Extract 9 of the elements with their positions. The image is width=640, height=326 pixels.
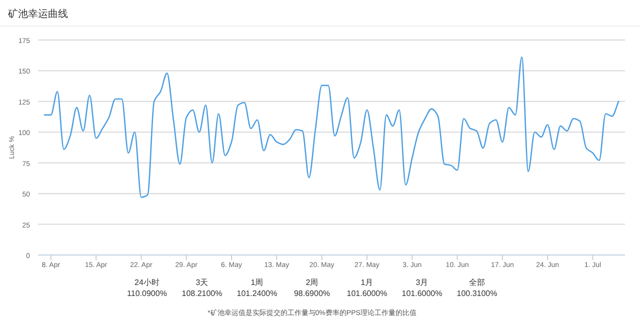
chart-title: 矿池幸运曲线: [7, 8, 68, 20]
line-series: [44, 56, 620, 198]
text: 1周 101.2400%: [236, 278, 278, 298]
text: 24小时 110.0900%: [127, 278, 167, 298]
text: 1月 101.6000%: [346, 278, 388, 298]
text: 全部 100.3100%: [456, 278, 498, 298]
text: 3天 108.2100%: [182, 278, 222, 298]
text: 3月 101.6000%: [402, 278, 442, 298]
text: 2周 98.6900%: [294, 278, 330, 298]
